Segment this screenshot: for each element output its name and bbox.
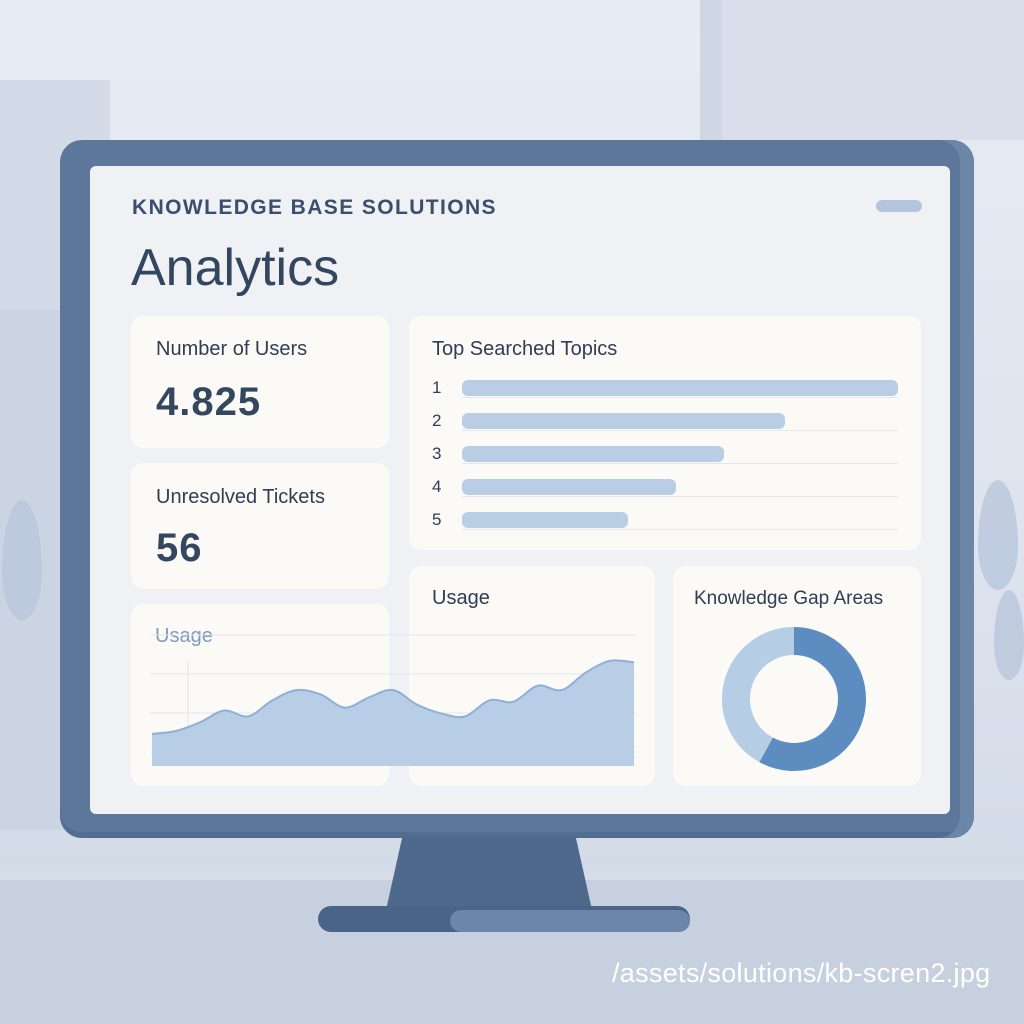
- knowledge-gap-donut-chart: [722, 627, 866, 771]
- topic-bar-2[interactable]: [462, 413, 785, 429]
- plant-leaf-right-2: [994, 590, 1024, 680]
- users-card[interactable]: [131, 316, 389, 448]
- image-path-caption: /assets/solutions/kb-scren2.jpg: [612, 958, 991, 988]
- window-control-pill[interactable]: [876, 200, 922, 212]
- topic-rank-3: 3: [432, 444, 442, 463]
- monitor-stand-neck: [386, 836, 592, 910]
- plant-leaf-left: [2, 500, 42, 620]
- brand-title: KNOWLEDGE BASE SOLUTIONS: [132, 196, 497, 219]
- knowledge-gap-slice-1: [759, 627, 866, 771]
- topic-bar-4[interactable]: [462, 479, 676, 495]
- usage-left-label: Usage: [155, 625, 213, 647]
- top-topics-title: Top Searched Topics: [432, 338, 618, 360]
- background-window-frame: [700, 0, 1024, 140]
- plant-leaf-right-1: [978, 480, 1018, 590]
- monitor-stand-base-highlight: [450, 910, 690, 932]
- topic-row-divider: [462, 529, 898, 530]
- usage-area-chart: [150, 634, 636, 766]
- topic-row-divider: [462, 496, 898, 497]
- usage-line: [151, 659, 635, 735]
- topic-bar-5[interactable]: [462, 512, 628, 528]
- knowledge-gap-title: Knowledge Gap Areas: [694, 588, 884, 609]
- topic-rank-1: 1: [432, 378, 442, 397]
- users-value: 4.825: [156, 380, 262, 424]
- tickets-value: 56: [156, 526, 203, 570]
- topic-bar-1[interactable]: [462, 380, 898, 396]
- knowledge-gap-slice-2: [722, 627, 795, 763]
- usage-label: Usage: [432, 587, 490, 609]
- users-label: Number of Users: [156, 338, 308, 360]
- top-topics-card[interactable]: [409, 316, 921, 550]
- topic-rank-2: 2: [432, 411, 442, 430]
- tickets-card[interactable]: [131, 463, 389, 589]
- topic-bar-3[interactable]: [462, 446, 724, 462]
- topic-row-divider: [462, 397, 898, 398]
- topic-rank-5: 5: [432, 510, 442, 529]
- page-title: Analytics: [131, 239, 340, 297]
- usage-area: [152, 660, 634, 766]
- topic-rank-4: 4: [432, 477, 442, 496]
- topic-row-divider: [462, 430, 898, 431]
- topic-row-divider: [462, 463, 898, 464]
- tickets-label: Unresolved Tickets: [156, 486, 325, 508]
